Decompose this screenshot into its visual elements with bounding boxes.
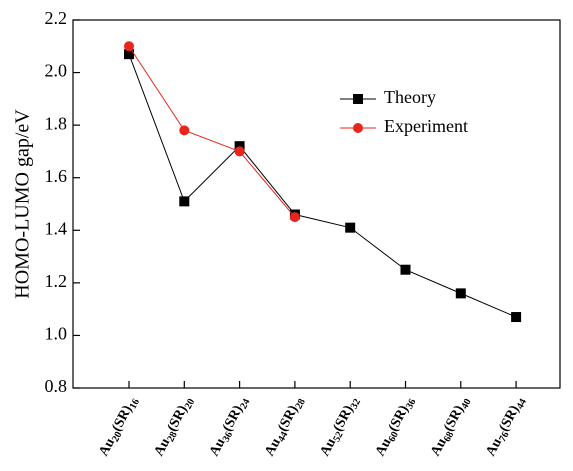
legend-label: Theory [384, 87, 436, 107]
x-tick-label: Au28(SR)20 [152, 394, 198, 460]
series-line [128, 46, 296, 218]
y-tick-label: 2.0 [45, 61, 68, 81]
point [124, 49, 134, 60]
point [353, 123, 363, 133]
y-tick-label: 1.6 [45, 166, 68, 186]
point [234, 141, 245, 152]
x-tick-label: Au44(SR)28 [262, 394, 308, 460]
point [289, 212, 300, 223]
point [455, 288, 466, 299]
point [511, 312, 522, 323]
point [353, 94, 363, 104]
x-tick-label: Au68(SR)40 [428, 394, 474, 460]
point [124, 41, 134, 52]
legend-label: Experiment [384, 116, 468, 136]
y-tick-label: 1.0 [45, 324, 68, 344]
y-tick-label: 1.8 [45, 113, 68, 133]
point [234, 146, 245, 157]
x-tick-label: Au36(SR)24 [207, 394, 253, 460]
point [400, 264, 411, 275]
y-tick-label: 1.4 [45, 218, 68, 238]
x-tick-label: Au52(SR)32 [318, 394, 364, 460]
y-axis-label: HOMO-LUMO gap/eV [12, 109, 34, 299]
point [345, 222, 356, 233]
y-tick-label: 0.8 [45, 376, 68, 396]
point [179, 125, 190, 136]
x-tick-label: Au60(SR)36 [373, 394, 419, 460]
y-tick-label: 1.2 [45, 271, 68, 291]
x-tick-label: Au76(SR)44 [484, 394, 530, 460]
series-line [128, 53, 517, 318]
point [179, 196, 190, 207]
y-tick-label: 2.2 [45, 8, 68, 28]
plot-frame [72, 19, 561, 389]
x-tick-label: Au20(SR)16 [97, 394, 143, 460]
